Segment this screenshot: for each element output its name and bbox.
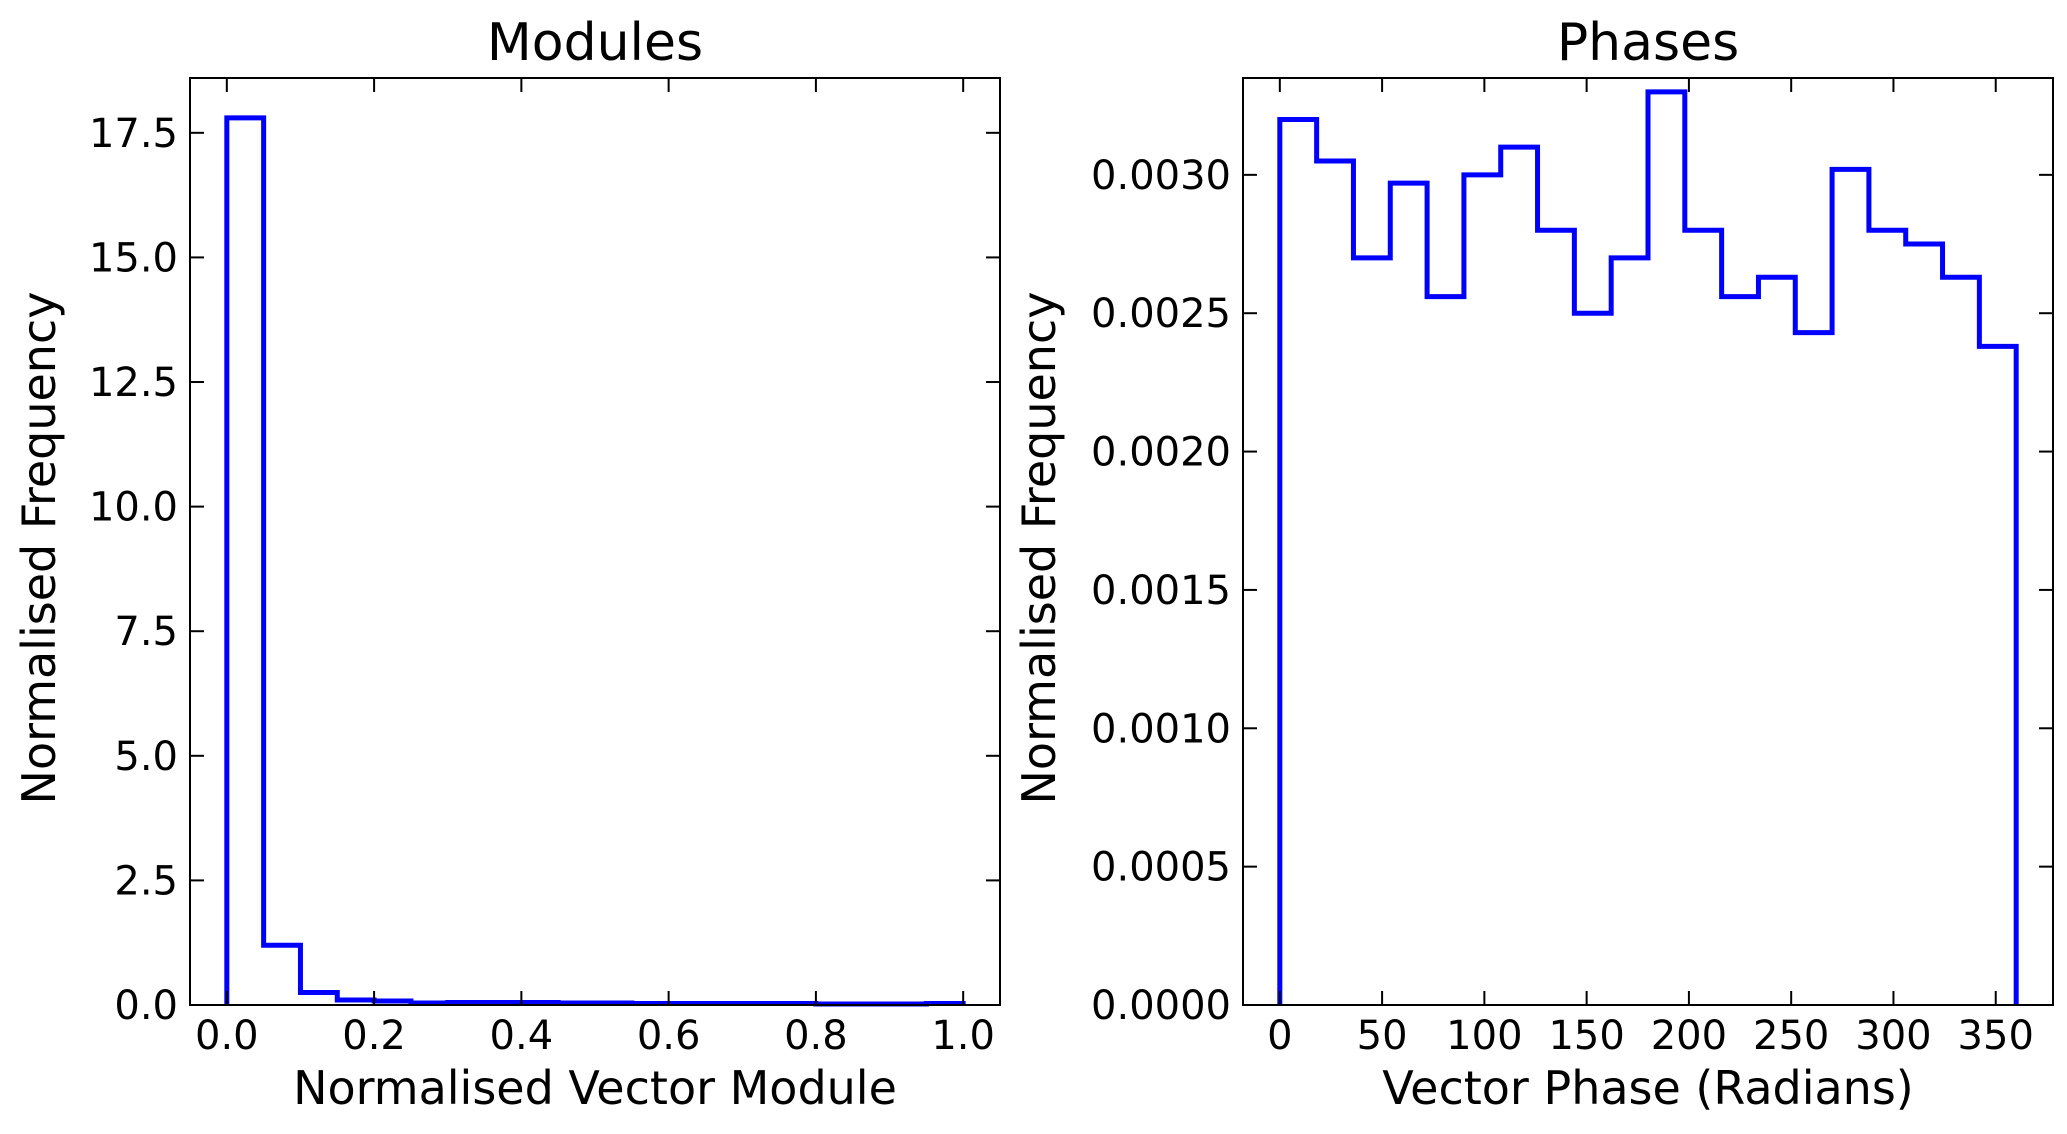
phases-x-axis-label: Vector Phase (Radians) <box>1382 1061 1914 1115</box>
modules-x-tick-label: 0.4 <box>490 1013 554 1059</box>
phases-panel: Phases Vector Phase (Radians) Normalised… <box>1012 13 2054 1115</box>
phases-x-tick-label: 0 <box>1267 1013 1292 1059</box>
modules-x-tick-label: 0.6 <box>637 1013 701 1059</box>
modules-y-tick-label: 12.5 <box>89 360 178 406</box>
phases-x-tick-label: 250 <box>1753 1013 1829 1059</box>
phases-x-tick-label: 300 <box>1855 1013 1931 1059</box>
phases-y-tick-label: 0.0020 <box>1091 430 1231 476</box>
phases-x-tick-label: 50 <box>1357 1013 1408 1059</box>
phases-y-tick-label: 0.0030 <box>1091 153 1231 199</box>
modules-x-axis-label: Normalised Vector Module <box>293 1061 897 1115</box>
phases-y-tick-label: 0.0000 <box>1091 983 1231 1029</box>
modules-y-tick-label: 17.5 <box>89 111 178 157</box>
modules-y-tick-label: 10.0 <box>89 485 178 531</box>
phases-histogram-step <box>1277 89 2019 1005</box>
modules-axes-frame <box>189 77 1001 1006</box>
phases-axes-frame <box>1242 77 2054 1006</box>
phases-x-tick-label: 200 <box>1651 1013 1727 1059</box>
modules-y-tick-label: 0.0 <box>114 983 178 1029</box>
modules-x-tick-label: 0.0 <box>195 1013 259 1059</box>
modules-y-tick-label: 7.5 <box>114 609 178 655</box>
modules-y-axis-label: Normalised Frequency <box>12 292 66 805</box>
phases-x-tick-label: 150 <box>1548 1013 1624 1059</box>
modules-panel: Modules Normalised Vector Module Normali… <box>12 13 1001 1115</box>
phases-plot-area: 0 50 100 150 200 250 300 350 0.0000 0.0005 0.0010 0… <box>1091 77 2054 1059</box>
modules-y-tick-label: 5.0 <box>114 734 178 780</box>
phases-y-tick-label: 0.0025 <box>1091 291 1231 337</box>
modules-x-tick-label: 0.2 <box>342 1013 406 1059</box>
phases-y-axis-label: Normalised Frequency <box>1012 292 1066 805</box>
phases-y-tick-label: 0.0005 <box>1091 845 1231 891</box>
modules-x-tick-label: 0.8 <box>784 1013 848 1059</box>
phases-x-tick-label: 350 <box>1958 1013 2034 1059</box>
modules-plot-area: 0.0 0.2 0.4 0.6 0.8 1.0 0.0 2.5 5.0 7.5 10.0 12.5 15… <box>89 77 1001 1059</box>
phases-y-tick-label: 0.0015 <box>1091 568 1231 614</box>
modules-title: Modules <box>487 13 703 73</box>
phases-title: Phases <box>1557 13 1739 73</box>
modules-x-tick-label: 1.0 <box>931 1013 995 1059</box>
phases-x-tick-label: 100 <box>1446 1013 1522 1059</box>
phases-y-tick-label: 0.0010 <box>1091 706 1231 752</box>
modules-y-tick-label: 15.0 <box>89 235 178 281</box>
modules-y-tick-label: 2.5 <box>114 858 178 904</box>
